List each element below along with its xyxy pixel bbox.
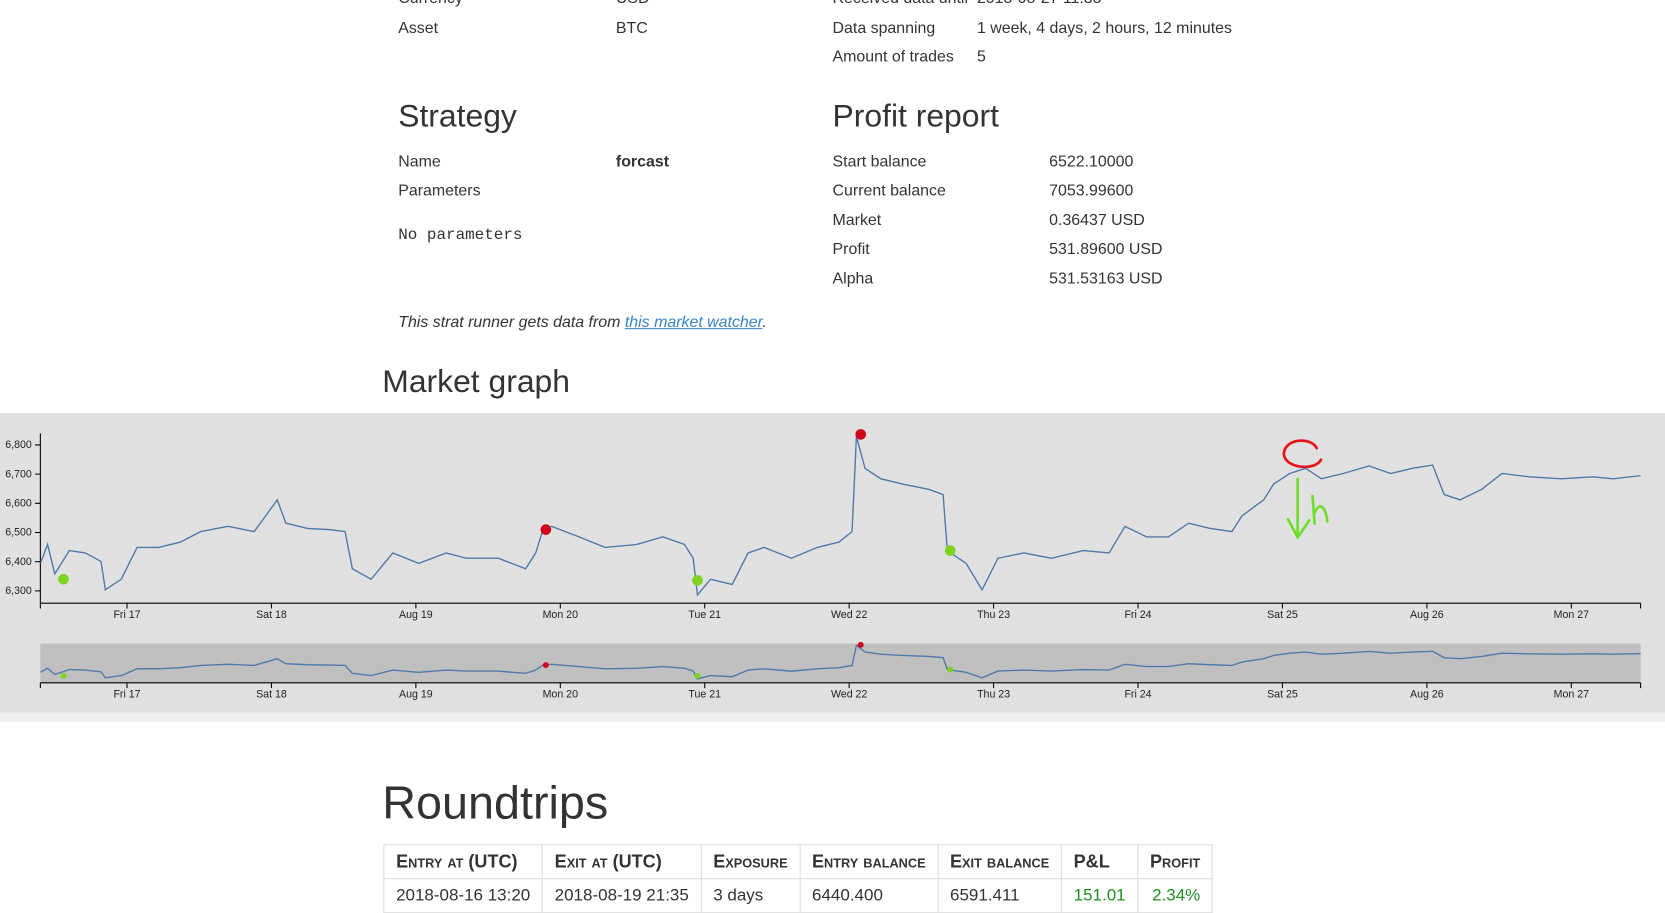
label: Start balance xyxy=(832,152,927,171)
column-header: Exit balance xyxy=(937,844,1062,880)
label: Current balance xyxy=(832,181,946,201)
x-tick-label: Aug 26 xyxy=(1410,689,1444,701)
x-tick-label: Aug 19 xyxy=(399,689,433,701)
label: Alpha xyxy=(832,269,874,288)
label: Amount of trades xyxy=(832,47,954,66)
navigator-marker xyxy=(542,662,549,669)
navigator-marker xyxy=(694,672,701,679)
label: Market xyxy=(832,211,882,230)
navigator-marker xyxy=(857,641,864,648)
roundtrips-title: Roundtrips xyxy=(382,777,609,830)
value: 2018-08-27 11:38 xyxy=(977,0,1102,8)
value: 6522.10000 xyxy=(1049,152,1134,171)
annotation xyxy=(1282,439,1329,540)
parameters: No parameters xyxy=(398,226,523,245)
value: BTC xyxy=(615,18,648,37)
note-end: . xyxy=(762,313,767,332)
table-cell: 6440.400 xyxy=(799,878,939,913)
y-tick-label: 6,600 xyxy=(5,498,32,510)
section-title: Market graph xyxy=(382,364,570,400)
x-tick-label: Mon 20 xyxy=(543,609,578,621)
trade-marker xyxy=(944,545,956,556)
label: Profit xyxy=(832,240,870,259)
price-line xyxy=(40,436,1641,597)
x-tick-label: Fri 17 xyxy=(113,609,140,621)
value: 531.53163 USD xyxy=(1049,269,1163,288)
y-tick-label: 6,800 xyxy=(5,439,32,451)
chart-footer xyxy=(0,712,1665,723)
x-tick-label: Thu 23 xyxy=(977,609,1010,621)
y-tick-label: 6,300 xyxy=(5,585,32,597)
table-cell: 2018-08-16 13:20 xyxy=(383,878,543,913)
column-header: Exposure xyxy=(700,844,801,880)
x-tick-label: Fri 17 xyxy=(113,689,140,701)
x-tick-label: Wed 22 xyxy=(831,609,867,621)
value: 7053.99600 xyxy=(1049,181,1134,201)
x-tick-label: Sat 25 xyxy=(1267,689,1298,701)
trade-marker xyxy=(855,429,867,440)
x-tick-label: Fri 24 xyxy=(1124,689,1151,701)
header-row: Entry at (UTC) Exit at (UTC) Exposure Entry… xyxy=(383,844,1214,880)
strategy-title: Strategy xyxy=(398,98,517,134)
chart: 6,300 6,400 6,500 6,600 6,700 6,800 Fri 17 Sat … xyxy=(5,429,1642,701)
x-tick-label: Mon 27 xyxy=(1554,609,1589,621)
x-tick-label: Tue 21 xyxy=(688,689,721,701)
column-header: Exit at (UTC) xyxy=(541,844,702,880)
x-tick-label: Aug 19 xyxy=(399,609,433,621)
table-row: 2018-08-16 13:20 2018-08-19 21:35 3 days 64… xyxy=(383,878,1214,913)
y-tick-label: 6,700 xyxy=(5,468,32,480)
label: Parameters xyxy=(398,181,481,200)
table-cell: 6591.411 xyxy=(937,878,1062,913)
table-cell: 3 days xyxy=(700,878,801,913)
label: Asset xyxy=(398,18,439,37)
note-text: This strat runner gets data from xyxy=(398,313,621,332)
note: This strat runner gets data from this ma… xyxy=(398,313,767,332)
table-body: 2018-08-16 13:20 2018-08-19 21:35 3 days 64… xyxy=(383,878,1214,913)
table-cell: 2018-08-19 21:35 xyxy=(541,878,702,913)
navigator-marker xyxy=(60,672,67,679)
x-tick-label: Sat 18 xyxy=(256,689,287,701)
label: Received data until xyxy=(833,0,968,8)
table-cell: 151.01 xyxy=(1060,878,1139,913)
navigator-marker xyxy=(947,666,954,673)
column-header: Entry balance xyxy=(799,844,939,880)
label: Currency xyxy=(398,0,463,8)
roundtrips-table: Entry at (UTC) Exit at (UTC) Exposure Entry… xyxy=(383,844,1214,913)
value: USD xyxy=(616,0,650,8)
x-tick-label: Sat 18 xyxy=(256,609,287,621)
x-tick-label: Sat 25 xyxy=(1267,609,1298,621)
column-header: P&L xyxy=(1060,844,1139,880)
navigator-area xyxy=(40,643,1641,683)
x-tick-label: Thu 23 xyxy=(977,689,1010,701)
trade-marker xyxy=(540,524,552,535)
value: 5 xyxy=(976,47,986,66)
y-tick-label: 6,400 xyxy=(5,556,32,568)
label: Name xyxy=(398,152,441,171)
profit-title: Profit report xyxy=(832,98,999,134)
value: 1 week, 4 days, 2 hours, 12 minutes xyxy=(976,18,1232,37)
x-tick-label: Mon 27 xyxy=(1554,689,1589,701)
x-tick-label: Mon 20 xyxy=(543,689,578,701)
x-tick-label: Fri 24 xyxy=(1124,609,1151,621)
x-tick-label: Tue 21 xyxy=(688,609,721,621)
table-cell: 2.34% xyxy=(1137,878,1214,913)
value: 531.89600 USD xyxy=(1049,240,1163,259)
x-tick-label: Wed 22 xyxy=(831,689,867,701)
column-header: Entry at (UTC) xyxy=(383,844,543,880)
trade-marker xyxy=(58,573,69,585)
y-tick-label: 6,500 xyxy=(5,527,32,539)
link[interactable]: this market watcher xyxy=(624,313,763,332)
strategy-name: forcast xyxy=(615,152,670,171)
navigator-line xyxy=(40,643,1641,680)
x-tick-label: Aug 26 xyxy=(1410,609,1444,621)
label: Data spanning xyxy=(832,18,936,37)
column-header: Profit xyxy=(1137,844,1214,880)
trade-marker xyxy=(692,575,703,586)
value: 0.36437 USD xyxy=(1049,211,1145,230)
